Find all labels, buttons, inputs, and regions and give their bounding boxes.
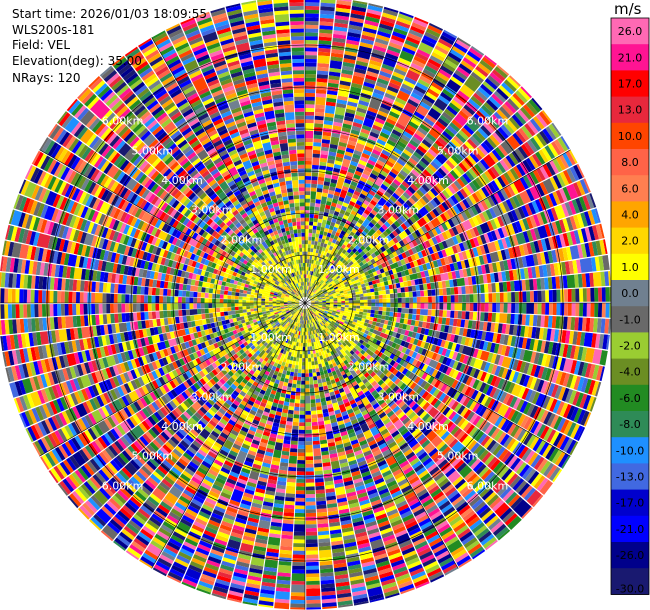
azimuth-line xyxy=(304,302,459,569)
range-ring-label: 5.00km xyxy=(132,450,174,463)
azimuth-line xyxy=(304,149,571,304)
range-ring-label: 1.00km xyxy=(250,263,292,276)
colorbar-swatch xyxy=(611,515,649,543)
range-ring-label: 2.00km xyxy=(221,361,263,374)
range-ring-label: 4.00km xyxy=(161,420,203,433)
colorbar-tick-label: -10.0 xyxy=(616,444,644,457)
range-ring-label: 2.00km xyxy=(221,233,263,246)
colorbar-swatch xyxy=(611,18,649,45)
colorbar-swatch xyxy=(611,44,649,71)
range-ring-label: 3.00km xyxy=(191,204,233,217)
start-time-label: Start time: 2026/01/03 18:09:55 xyxy=(12,7,207,21)
colorbar-swatch xyxy=(611,358,649,386)
colorbar-tick-label: -4.0 xyxy=(619,366,640,379)
velocity-gates-1 xyxy=(0,15,579,593)
range-ring-label: 5.00km xyxy=(132,144,174,157)
azimuth-line xyxy=(39,149,306,304)
colorbar-tick-label: -2.0 xyxy=(619,340,640,353)
colorbar-swatch xyxy=(611,463,649,491)
colorbar-swatch xyxy=(611,122,649,150)
colorbar-tick-label: 6.0 xyxy=(621,182,639,195)
colorbar-swatch xyxy=(611,201,649,229)
range-ring-label: 3.00km xyxy=(378,204,420,217)
colorbar-swatch xyxy=(611,332,649,360)
azimuth-lines xyxy=(0,0,612,610)
range-ring-label: 4.00km xyxy=(407,174,449,187)
colorbar-tick-label: 8.0 xyxy=(621,156,639,169)
colorbar-tick-label: -13.0 xyxy=(616,471,644,484)
range-ring-label: 5.00km xyxy=(437,450,479,463)
colorbar-unit: m/s xyxy=(614,0,642,18)
colorbar-swatch xyxy=(611,568,649,595)
colorbar-tick-label: 1.0 xyxy=(621,261,639,274)
colorbar-tick-label: 2.0 xyxy=(621,235,639,248)
range-ring-label: 6.00km xyxy=(467,115,509,128)
azimuth-line xyxy=(151,37,306,304)
colorbar-tick-label: 21.0 xyxy=(618,51,643,64)
field-label: Field: VEL xyxy=(12,38,71,52)
velocity-gates-17 xyxy=(4,2,610,601)
colorbar-swatch xyxy=(611,70,649,98)
colorbar-frame xyxy=(610,17,650,595)
nrays-label: NRays: 120 xyxy=(12,71,81,85)
velocity-gates-14 xyxy=(8,9,610,606)
colorbar-tick-label: -30.0 xyxy=(616,582,644,595)
range-ring-label: 1.00km xyxy=(250,331,292,344)
colorbar-tick-label: 0.0 xyxy=(621,287,639,300)
colorbar-tick-label: 4.0 xyxy=(621,209,639,222)
range-ring-label: 2.00km xyxy=(348,361,390,374)
range-ring-label: 6.00km xyxy=(102,115,144,128)
colorbar-swatch xyxy=(611,411,649,438)
colorbar-tick-label: 26.0 xyxy=(618,25,643,38)
range-ring-labels: 1.00km 1.00km 1.00km 1.00km 2.00km 2.00km 2.00… xyxy=(102,115,508,493)
colorbar-tick-label: -17.0 xyxy=(616,497,644,510)
azimuth-line xyxy=(39,302,306,457)
elevation-label: Elevation(deg): 35.00 xyxy=(12,54,142,68)
colorbar-swatch xyxy=(611,149,649,176)
colorbar-swatch xyxy=(611,227,649,255)
range-ring-label: 6.00km xyxy=(102,479,144,492)
range-ring-label: 6.00km xyxy=(467,479,509,492)
colorbar-tick-label: -8.0 xyxy=(619,418,640,431)
instrument-label: WLS200s-181 xyxy=(12,23,95,37)
colorbar: 26.0 21.0 17.0 13.0 10.0 8.0 6.0 4.0 2.0 1.0 0.0 -1… xyxy=(610,17,650,595)
range-ring-label: 4.00km xyxy=(407,420,449,433)
range-ring-label: 4.00km xyxy=(161,174,203,187)
colorbar-swatch xyxy=(611,437,649,464)
velocity-gates-21 xyxy=(0,6,597,606)
range-ring-label: 2.00km xyxy=(348,233,390,246)
colorbar-tick-label: -21.0 xyxy=(616,523,644,536)
colorbar-swatch xyxy=(611,280,649,307)
colorbar-tick-label: -26.0 xyxy=(616,549,644,562)
azimuth-line xyxy=(304,302,571,457)
colorbar-swatch xyxy=(611,96,649,124)
range-ring-label: 3.00km xyxy=(378,390,420,403)
colorbar-swatch xyxy=(611,489,649,517)
colorbar-swatch xyxy=(611,253,649,281)
range-ring-label: 3.00km xyxy=(191,390,233,403)
colorbar-tick-label: 10.0 xyxy=(618,130,643,143)
azimuth-line xyxy=(304,37,459,304)
colorbar-swatch xyxy=(611,542,649,569)
colorbar-swatch xyxy=(611,306,649,333)
colorbar-tick-label: 13.0 xyxy=(618,104,643,117)
velocity-rays xyxy=(0,0,612,610)
velocity-gates-4 xyxy=(4,19,605,610)
range-ring-label: 5.00km xyxy=(437,144,479,157)
range-ring-label: 1.00km xyxy=(318,331,360,344)
azimuth-line xyxy=(151,302,306,569)
colorbar-swatch xyxy=(611,175,649,202)
colorbar-tick-label: -1.0 xyxy=(619,313,640,326)
colorbar-tick-label: -6.0 xyxy=(619,392,640,405)
range-ring-label: 1.00km xyxy=(318,263,360,276)
colorbar-swatch xyxy=(611,384,649,412)
colorbar-tick-label: 17.0 xyxy=(618,78,643,91)
